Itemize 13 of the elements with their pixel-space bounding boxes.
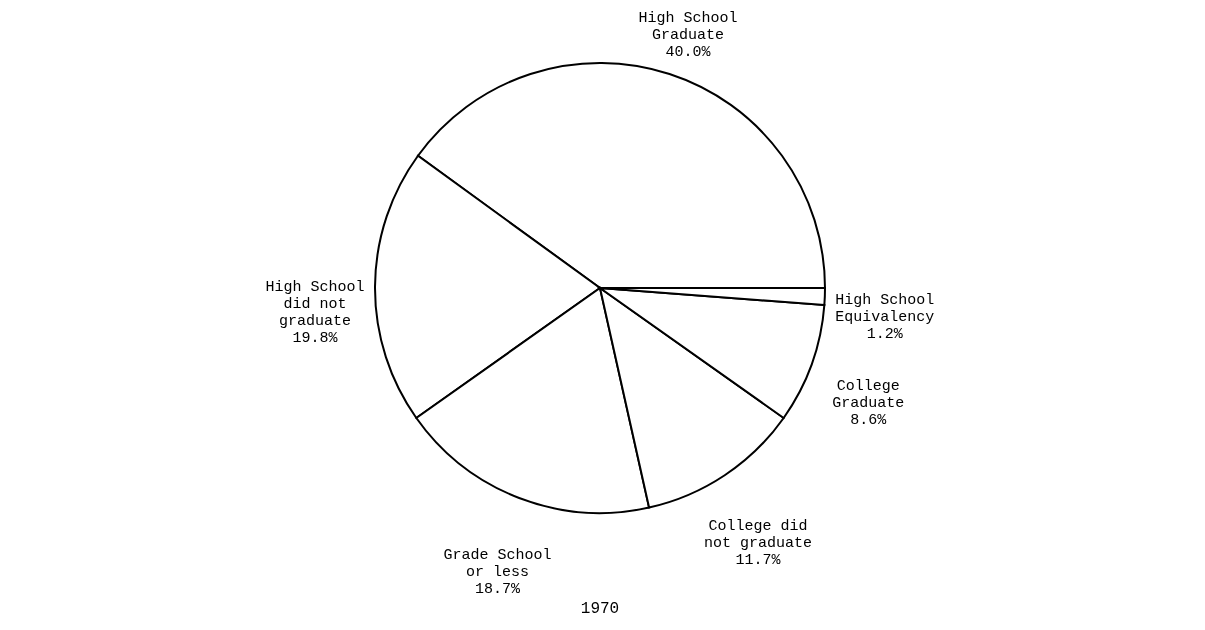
data-label: 8.6% [850,411,888,429]
slice-label: High School Equivalency [835,291,935,326]
slice-label: College Graduate [832,377,905,412]
data-label: 11.7% [735,552,782,570]
data-label: 18.7% [475,580,522,598]
data-label: 19.8% [292,330,339,348]
slice-label: College did not graduate [703,518,812,553]
data-label: 40.0% [665,43,712,61]
data-label: 1.2% [866,325,904,343]
text: 1970 [580,599,620,618]
slice-label: High School Graduate [638,9,738,44]
slice-label: Grade School or less [443,546,552,581]
slice-label: High School did not graduate [265,279,365,331]
